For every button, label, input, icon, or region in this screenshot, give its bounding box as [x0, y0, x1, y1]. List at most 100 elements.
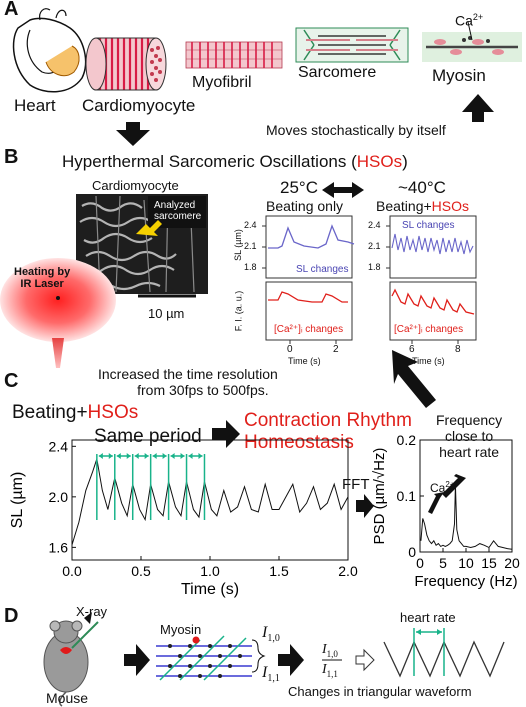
- beating-only-label: Beating only: [266, 198, 344, 214]
- x-tick-label: 5: [439, 555, 447, 571]
- peak-arrow-icon: [442, 474, 466, 498]
- double-arrow-icon: [322, 182, 364, 198]
- series-line: [71, 458, 349, 545]
- period-arrowhead: [116, 453, 121, 459]
- mouse-illustration: [43, 612, 99, 707]
- heating-label: Heating by IR Laser: [14, 266, 71, 290]
- ca-changes-right: [Ca²⁺]ᵢ changes: [394, 324, 464, 335]
- series-line: [420, 484, 513, 550]
- panel-letter-a: A: [4, 0, 19, 20]
- ca-arrow-icon: [428, 492, 444, 514]
- panel-letter-d: D: [4, 605, 19, 627]
- y-tick-label: 0.2: [397, 432, 417, 448]
- x-tick-label: 0: [416, 555, 424, 571]
- period-arrowhead: [162, 453, 167, 459]
- y-tick-label: 1.6: [49, 539, 69, 555]
- sarcomere-diagram: [295, 27, 409, 63]
- right-arrow-d2-icon: [278, 644, 304, 676]
- x-tick-label: 10: [458, 555, 474, 571]
- panel-b-title: Hyperthermal Sarcomeric Oscillations (HS…: [62, 152, 408, 171]
- hollow-arrow-icon: [355, 648, 375, 672]
- period-arrowhead: [126, 453, 131, 459]
- right-xtick-8: 8: [455, 344, 461, 355]
- ratio-denominator: I1,1: [322, 662, 338, 679]
- xray-arrow-icon: [84, 612, 92, 624]
- heart-label: Heart: [14, 96, 56, 115]
- period-arrowhead: [170, 453, 175, 459]
- ca2-c-label: Ca2+: [430, 480, 455, 495]
- right-time-axis: Time (s): [412, 356, 445, 366]
- x-tick-label: 0.5: [131, 563, 151, 579]
- left-ytick-1: 2.4: [244, 220, 257, 230]
- x-axis-label: Frequency (Hz): [414, 573, 517, 590]
- cardiomyocyte-cylinder: [85, 37, 167, 91]
- right-ytick-3: 1.8: [368, 262, 381, 272]
- laser-beam: [52, 338, 64, 368]
- ca2-label: Ca2+: [455, 12, 484, 29]
- myofibril-bundle: [185, 41, 283, 69]
- down-arrow-icon: [116, 122, 150, 146]
- period-arrowhead: [144, 453, 149, 459]
- y-tick-label: 0.1: [397, 488, 417, 504]
- heart-rate-label: heart rate: [400, 610, 456, 625]
- x-tick-label: 0.0: [62, 563, 82, 579]
- temp-right-label: ~40°C: [398, 178, 446, 197]
- beating-hsos-label: Beating+HSOs: [376, 198, 470, 214]
- y-axis-label: SL (µm): [9, 472, 26, 529]
- y-tick-label: 2.4: [49, 438, 69, 454]
- rhythm-label: Contraction Rhythm Homeostasis: [244, 410, 412, 453]
- period-arrowhead: [134, 453, 139, 459]
- analyzed-label: Analyzed sarcomere: [154, 200, 202, 222]
- i10-label: I1,0: [262, 624, 280, 645]
- period-arrowhead: [188, 453, 193, 459]
- ca-changes-left: [Ca²⁺]ᵢ changes: [274, 324, 344, 335]
- fft-arrow-icon: [356, 494, 374, 518]
- changes-label: Changes in triangular waveform: [288, 684, 472, 699]
- yellow-arrow-icon: [136, 220, 162, 236]
- xray-label: X-ray: [76, 604, 108, 619]
- right-arrow-d1-icon: [124, 644, 150, 676]
- x-tick-label: 20: [504, 555, 520, 571]
- up-arrow-icon: [462, 94, 494, 122]
- x-tick-label: 1.0: [200, 563, 220, 579]
- period-arrowhead: [98, 453, 103, 459]
- i11-label: I1,1: [262, 664, 280, 685]
- period-arrowhead: [198, 453, 203, 459]
- beating-hsos-c-label: Beating+HSOs: [12, 402, 139, 423]
- y-tick-label: 0: [408, 544, 416, 560]
- x-tick-label: 2.0: [338, 563, 358, 579]
- moves-label: Moves stochastically by itself: [266, 122, 446, 138]
- cell-image-label: Cardiomyocyte: [92, 178, 179, 193]
- myosin-d-label: Myosin: [160, 622, 202, 637]
- cardiomyocyte-label: Cardiomyocyte: [82, 96, 196, 115]
- right-ytick-1: 2.4: [368, 220, 381, 230]
- sarcomere-label: Sarcomere: [298, 64, 377, 81]
- sl-time-chart: 0.0 0.5 1.0 1.5 2.0 1.6 2.0 2.4 Time (s) SL (µm): [9, 438, 358, 598]
- left-time-axis: Time (s): [288, 356, 321, 366]
- scale-bar-label: 10 µm: [148, 306, 185, 321]
- mouse-label: Mouse: [46, 690, 89, 706]
- ca-plot-right: [389, 281, 477, 344]
- cardiomyocyte-micrograph: [76, 194, 208, 298]
- temp-left-label: 25°C: [280, 178, 318, 197]
- period-arrowhead: [152, 453, 157, 459]
- panel-letter-c: C: [4, 370, 19, 392]
- same-period-label: Same period: [94, 426, 202, 447]
- myosin-filament: [422, 21, 522, 62]
- right-arrow-icon: [212, 420, 240, 448]
- myosin-label: Myosin: [432, 66, 486, 85]
- y-axis-label: PSD (µm/√Hz): [371, 448, 388, 545]
- period-arrowhead: [180, 453, 185, 459]
- x-axis-label: Time (s): [181, 581, 239, 598]
- period-arrowhead: [108, 453, 113, 459]
- left-ytick-2: 2.1: [244, 241, 257, 251]
- sl-changes-left: SL changes: [296, 264, 349, 275]
- heart-illustration: [12, 8, 87, 93]
- right-ytick-2: 2.1: [368, 241, 381, 251]
- left-ytick-3: 1.8: [244, 262, 257, 272]
